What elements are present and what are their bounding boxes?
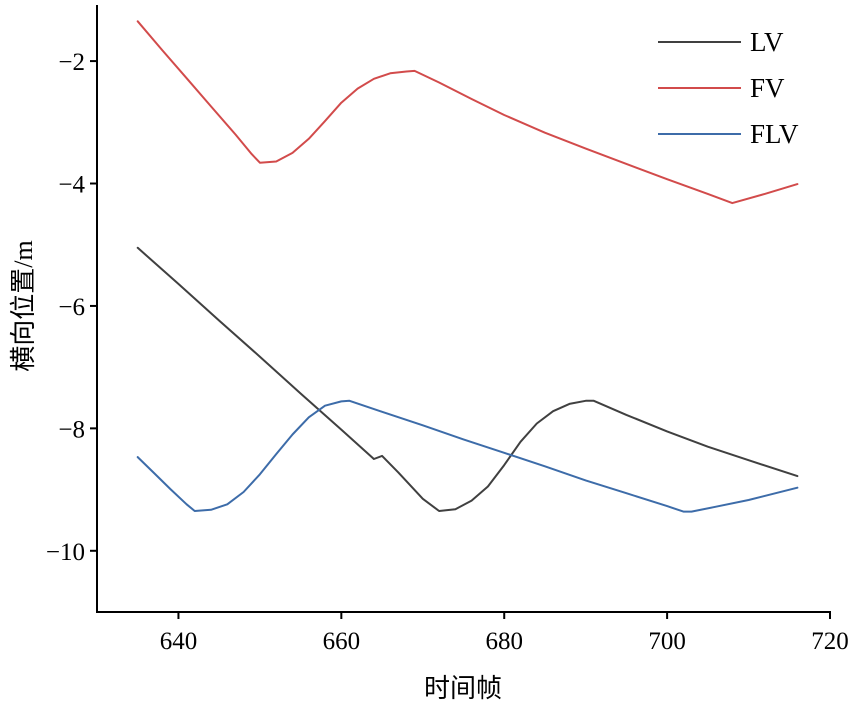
series-line-flv — [136, 399, 799, 513]
series-line-lv — [136, 246, 799, 512]
series-line-fv — [136, 20, 799, 205]
y-tick-label-neg6: −6 — [58, 294, 85, 321]
axes — [96, 5, 831, 613]
y-axis-ticks: −2 −4 −6 −8 −10 — [46, 49, 97, 566]
x-tick-label-640: 640 — [160, 628, 198, 655]
y-axis-title: 横向位置/m — [9, 240, 38, 371]
legend-item-flv: FLV — [658, 119, 799, 149]
plot-area — [136, 20, 799, 513]
x-tick-label-680: 680 — [485, 628, 523, 655]
legend-label-fv: FV — [750, 73, 785, 103]
y-tick-label-neg4: −4 — [58, 172, 85, 199]
x-tick-label-720: 720 — [811, 628, 849, 655]
x-tick-label-700: 700 — [648, 628, 686, 655]
legend-item-lv: LV — [658, 27, 784, 57]
x-axis-ticks: 640 660 680 700 720 — [160, 612, 849, 655]
legend: LV FV FLV — [658, 27, 799, 149]
x-tick-label-660: 660 — [323, 628, 361, 655]
legend-label-lv: LV — [750, 27, 784, 57]
y-tick-label-neg8: −8 — [58, 416, 85, 443]
y-tick-label-neg2: −2 — [58, 49, 85, 76]
x-axis-title: 时间帧 — [424, 674, 502, 703]
legend-item-fv: FV — [658, 73, 785, 103]
legend-label-flv: FLV — [750, 119, 799, 149]
y-tick-label-neg10: −10 — [46, 539, 85, 566]
